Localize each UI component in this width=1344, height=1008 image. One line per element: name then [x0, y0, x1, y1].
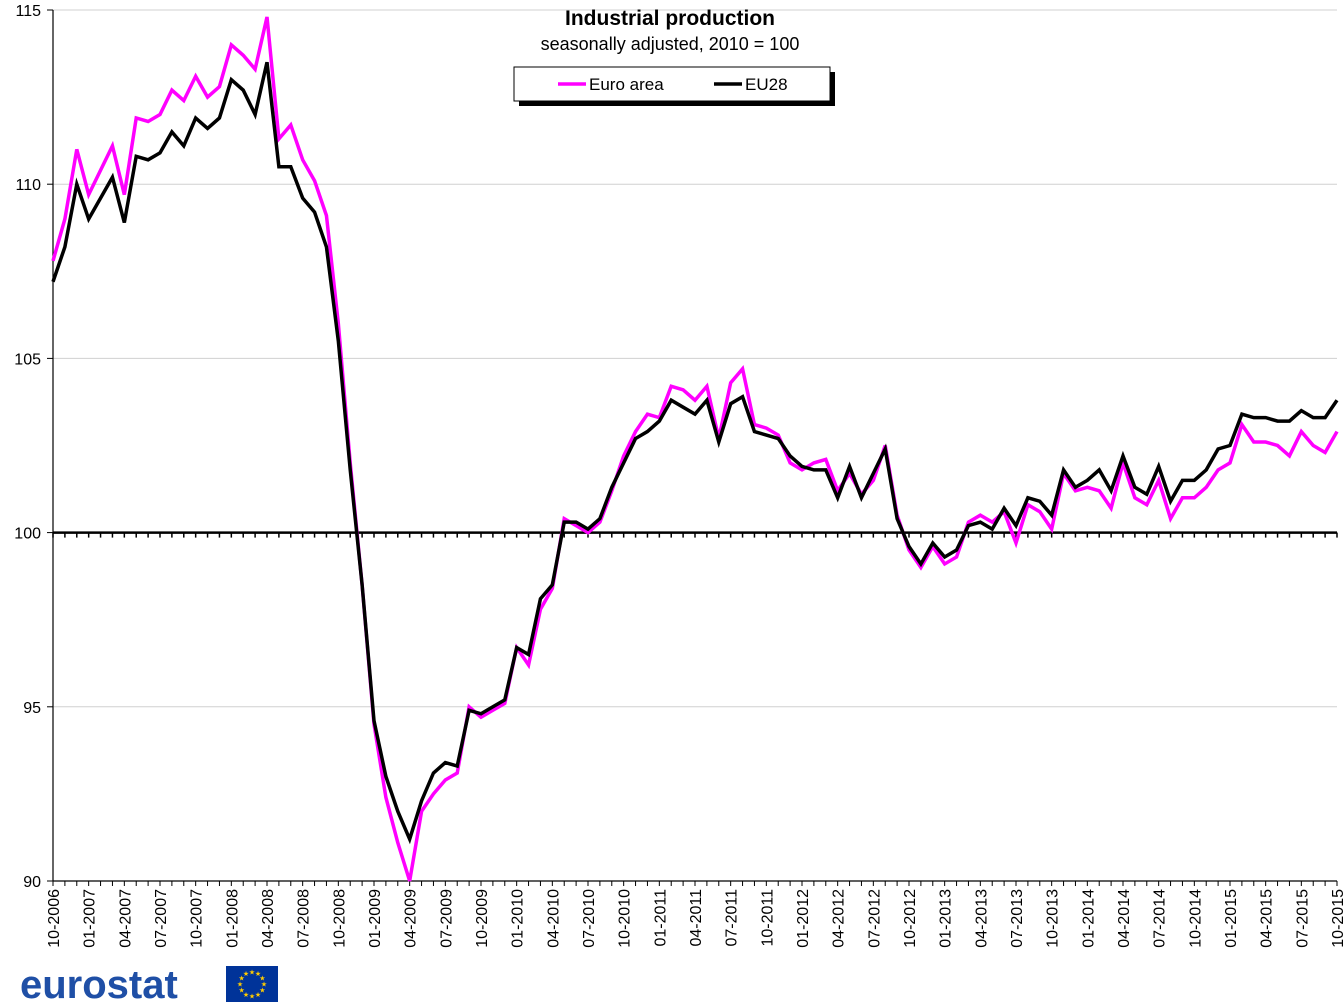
x-tick-label: 07-2013 — [1009, 889, 1026, 948]
legend-label-euro-area: Euro area — [589, 75, 664, 94]
x-tick-label: 07-2015 — [1294, 889, 1311, 948]
eu-stars: ★ ★★★★★★★★★★★ — [237, 969, 267, 1001]
y-tick-label: 115 — [15, 3, 41, 20]
y-tick-label: 90 — [23, 874, 41, 891]
x-tick-label: 10-2006 — [46, 889, 63, 948]
eu-star-icon: ★ — [243, 991, 249, 999]
y-tick-label: 105 — [14, 351, 41, 368]
x-tick-label: 01-2009 — [367, 889, 384, 948]
reference-line-100 — [52, 531, 1338, 538]
x-tick-label: 10-2011 — [759, 889, 776, 947]
eu-star-icon: ★ — [259, 975, 265, 983]
eu-star-icon: ★ — [255, 991, 261, 999]
x-tick-label: 01-2011 — [652, 889, 669, 947]
x-tick-label: 07-2009 — [438, 889, 455, 948]
eu-star-icon: ★ — [238, 975, 244, 983]
x-tick-label: 04-2010 — [545, 889, 562, 948]
legend: Euro area EU28 — [513, 66, 835, 106]
x-tick-label: 01-2013 — [938, 889, 955, 948]
eurostat-logo: eurostat ★ ★★★★★★★★★★★ — [20, 963, 278, 1007]
x-tick-label: 04-2014 — [1116, 889, 1133, 948]
y-tick-label: 95 — [23, 700, 41, 717]
eu-flag-icon — [226, 966, 278, 1002]
eurostat-wordmark: eurostat — [20, 963, 178, 1007]
x-tick-label: 07-2012 — [866, 889, 883, 948]
x-tick-label: 04-2009 — [403, 889, 420, 948]
x-tick-label: 10-2014 — [1187, 889, 1204, 948]
x-tick-label: 01-2015 — [1223, 889, 1240, 948]
y-axis-ticks: 90 95 100 105 110 115 — [14, 3, 53, 891]
x-tick-label: 04-2015 — [1259, 889, 1276, 948]
legend-label-eu28: EU28 — [745, 75, 788, 94]
eu-star-icon: ★ — [249, 969, 255, 977]
x-tick-label: 10-2009 — [474, 889, 491, 948]
x-tick-label: 07-2010 — [581, 889, 598, 948]
x-tick-label: 07-2007 — [153, 889, 170, 948]
x-tick-label: 10-2015 — [1330, 889, 1344, 948]
x-tick-label: 10-2007 — [189, 889, 206, 948]
series-lines — [51, 16, 1339, 882]
x-tick-label: 10-2008 — [331, 889, 348, 948]
x-axis-ticks: 10-2006 01-2007 04-2007 07-2007 10-2007 01-20… — [46, 881, 1344, 948]
x-tick-label: 01-2014 — [1080, 889, 1097, 948]
eu-star-icon: ★ — [255, 970, 261, 978]
x-tick-label: 04-2008 — [260, 889, 277, 948]
x-tick-label: 01-2008 — [224, 889, 241, 948]
x-tick-label: 01-2012 — [795, 889, 812, 948]
x-tick-label: 10-2010 — [617, 889, 634, 948]
x-tick-label: 04-2007 — [117, 889, 134, 948]
chart-subtitle: seasonally adjusted, 2010 = 100 — [541, 34, 800, 54]
x-tick-label: 01-2010 — [510, 889, 527, 948]
series-line-euro-area — [51, 16, 1339, 882]
eu-star-icon: ★ — [261, 981, 267, 989]
x-tick-label: 04-2011 — [688, 889, 705, 947]
eu-star-icon: ★ — [259, 987, 265, 995]
x-tick-label: 07-2014 — [1152, 889, 1169, 948]
eu-star-icon: ★ — [238, 987, 244, 995]
eu-star-icon: ★ — [237, 981, 243, 989]
x-tick-label: 01-2007 — [82, 889, 99, 948]
y-tick-label: 110 — [15, 177, 41, 194]
x-tick-label: 10-2012 — [902, 889, 919, 948]
eu-star-icon: ★ — [249, 993, 255, 1001]
series-line-eu28 — [51, 61, 1339, 845]
x-tick-label: 04-2013 — [973, 889, 990, 948]
x-tick-label: 07-2011 — [724, 889, 741, 947]
gridlines — [53, 9, 1337, 708]
chart-title: Industrial production — [565, 7, 775, 30]
x-tick-label: 10-2013 — [1045, 889, 1062, 948]
x-tick-label: 04-2012 — [831, 889, 848, 948]
y-tick-label: 100 — [14, 526, 41, 543]
axes — [52, 10, 1337, 882]
x-tick-label: 07-2008 — [296, 889, 313, 948]
eu-star-icon: ★ — [243, 970, 249, 978]
